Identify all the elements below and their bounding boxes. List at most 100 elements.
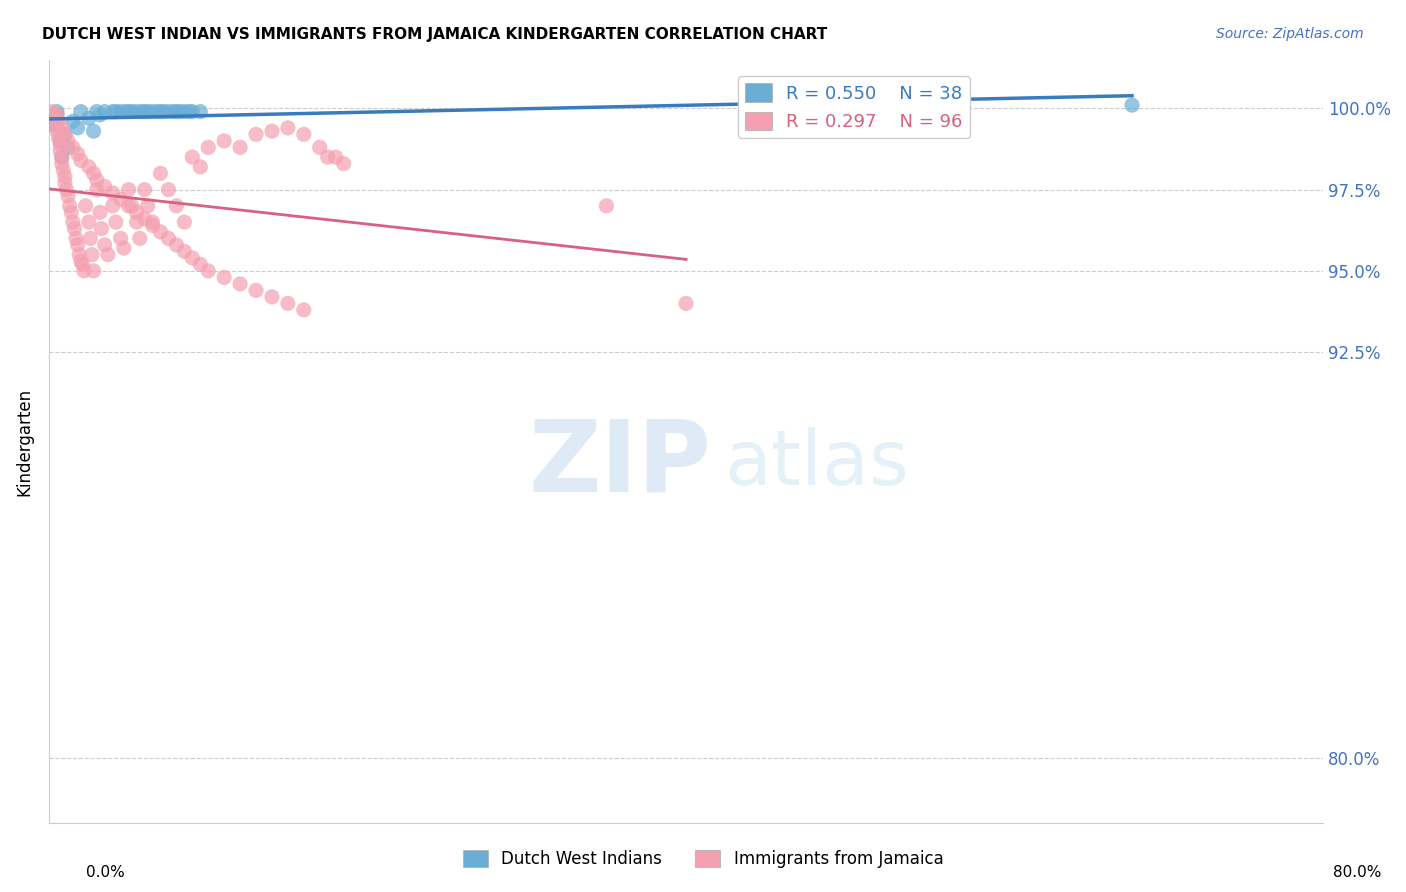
Point xyxy=(45,118,67,132)
Point xyxy=(89,108,111,122)
Point xyxy=(83,264,105,278)
Point xyxy=(101,186,124,200)
Point xyxy=(66,146,89,161)
Point xyxy=(45,104,67,119)
Point xyxy=(67,247,90,261)
Point xyxy=(89,205,111,219)
Point xyxy=(101,104,124,119)
Point xyxy=(212,134,235,148)
Point xyxy=(104,215,127,229)
Point xyxy=(173,104,195,119)
Point xyxy=(83,124,105,138)
Point xyxy=(181,104,204,119)
Text: Source: ZipAtlas.com: Source: ZipAtlas.com xyxy=(1216,27,1364,41)
Point xyxy=(152,104,174,119)
Point xyxy=(308,140,330,154)
Point xyxy=(141,219,163,233)
Point xyxy=(292,302,315,317)
Point xyxy=(62,114,84,128)
Point xyxy=(197,264,219,278)
Point xyxy=(325,150,347,164)
Point xyxy=(125,215,148,229)
Point xyxy=(93,179,115,194)
Point xyxy=(86,173,108,187)
Point xyxy=(229,140,252,154)
Point xyxy=(42,108,65,122)
Point xyxy=(125,205,148,219)
Text: 80.0%: 80.0% xyxy=(1333,865,1381,880)
Point xyxy=(45,108,67,122)
Point xyxy=(53,176,76,190)
Point xyxy=(101,199,124,213)
Point xyxy=(134,104,156,119)
Point xyxy=(55,183,77,197)
Point xyxy=(121,199,143,213)
Point xyxy=(66,238,89,252)
Point xyxy=(117,199,139,213)
Point xyxy=(79,231,101,245)
Point xyxy=(49,137,72,152)
Point xyxy=(86,183,108,197)
Point xyxy=(77,215,100,229)
Point xyxy=(73,264,96,278)
Point xyxy=(62,215,84,229)
Point xyxy=(53,128,76,142)
Point xyxy=(260,290,283,304)
Point xyxy=(56,189,79,203)
Point xyxy=(149,104,172,119)
Point xyxy=(80,247,103,261)
Point xyxy=(146,104,169,119)
Legend: R = 0.550    N = 38, R = 0.297    N = 96: R = 0.550 N = 38, R = 0.297 N = 96 xyxy=(738,77,970,138)
Point xyxy=(51,156,73,170)
Point xyxy=(1121,98,1143,112)
Point xyxy=(121,104,143,119)
Point xyxy=(149,225,172,239)
Point xyxy=(110,231,132,245)
Point xyxy=(63,221,86,235)
Point xyxy=(157,231,180,245)
Point xyxy=(45,124,67,138)
Point xyxy=(675,296,697,310)
Point xyxy=(136,199,159,213)
Point xyxy=(260,124,283,138)
Point xyxy=(69,153,91,168)
Point xyxy=(595,199,617,213)
Point xyxy=(48,130,70,145)
Point xyxy=(134,183,156,197)
Point xyxy=(245,284,267,298)
Point xyxy=(104,104,127,119)
Point xyxy=(52,163,75,178)
Point xyxy=(53,169,76,184)
Point xyxy=(45,108,67,122)
Point xyxy=(179,104,201,119)
Legend: Dutch West Indians, Immigrants from Jamaica: Dutch West Indians, Immigrants from Jama… xyxy=(456,843,950,875)
Point xyxy=(83,166,105,180)
Point xyxy=(62,140,84,154)
Y-axis label: Kindergarten: Kindergarten xyxy=(15,387,32,496)
Point xyxy=(188,160,211,174)
Point xyxy=(157,104,180,119)
Point xyxy=(165,238,187,252)
Point xyxy=(188,257,211,271)
Point xyxy=(48,114,70,128)
Point xyxy=(41,104,63,119)
Text: atlas: atlas xyxy=(724,427,910,501)
Point xyxy=(165,104,187,119)
Point xyxy=(41,118,63,132)
Point xyxy=(69,104,91,119)
Point xyxy=(97,247,120,261)
Point xyxy=(188,104,211,119)
Point xyxy=(90,221,112,235)
Point xyxy=(197,140,219,154)
Point xyxy=(165,199,187,213)
Point xyxy=(136,104,159,119)
Point xyxy=(277,120,299,135)
Point xyxy=(110,104,132,119)
Point xyxy=(131,104,153,119)
Text: 0.0%: 0.0% xyxy=(86,865,125,880)
Point xyxy=(292,128,315,142)
Point xyxy=(332,156,354,170)
Text: DUTCH WEST INDIAN VS IMMIGRANTS FROM JAMAICA KINDERGARTEN CORRELATION CHART: DUTCH WEST INDIAN VS IMMIGRANTS FROM JAM… xyxy=(42,27,827,42)
Point xyxy=(181,150,204,164)
Point xyxy=(56,134,79,148)
